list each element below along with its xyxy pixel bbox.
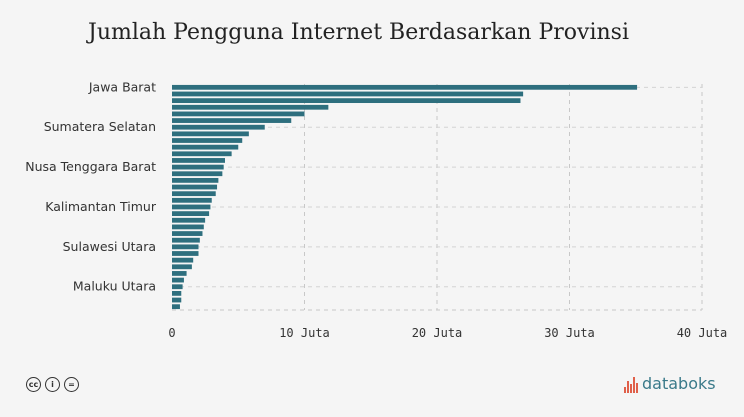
bars xyxy=(172,84,638,310)
x-tick-label: 10 Juta xyxy=(279,326,330,340)
bar[interactable] xyxy=(172,251,199,256)
bar[interactable] xyxy=(172,171,223,177)
brand-name: databoks xyxy=(642,374,716,393)
bar[interactable] xyxy=(172,177,219,183)
bar[interactable] xyxy=(172,111,305,117)
chart-title: Jumlah Pengguna Internet Berdasarkan Pro… xyxy=(88,20,629,45)
y-tick-label: Jawa Barat xyxy=(88,79,156,94)
bar[interactable] xyxy=(172,164,224,170)
bar[interactable] xyxy=(172,224,204,230)
grid-lines xyxy=(172,84,703,311)
x-tick-label: 0 xyxy=(168,326,175,340)
x-tick-label: 40 Juta xyxy=(677,326,728,340)
bar[interactable] xyxy=(172,271,187,276)
bar[interactable] xyxy=(172,131,249,137)
y-axis-labels: Jawa Barat Sumatera Selatan Nusa Tenggara … xyxy=(25,79,157,293)
brand-logo[interactable]: databoks xyxy=(624,374,716,393)
y-tick-label: Kalimantan Timur xyxy=(45,199,157,214)
license-icons: cc i = xyxy=(26,377,79,392)
x-axis-labels: 0 10 Juta 20 Juta 30 Juta 40 Juta xyxy=(168,326,727,340)
nd-icon: = xyxy=(64,377,79,392)
bar[interactable] xyxy=(172,304,180,310)
bar[interactable] xyxy=(172,231,203,236)
bar[interactable] xyxy=(172,237,200,243)
databoks-icon xyxy=(624,375,638,393)
bar[interactable] xyxy=(172,191,216,197)
bar[interactable] xyxy=(172,297,182,303)
bar[interactable] xyxy=(172,118,292,123)
bar[interactable] xyxy=(172,217,206,223)
y-tick-label: Sulawesi Utara xyxy=(63,239,156,254)
bar[interactable] xyxy=(172,98,521,104)
bar[interactable] xyxy=(172,197,212,203)
bar[interactable] xyxy=(172,184,218,190)
bar[interactable] xyxy=(172,91,524,97)
bar[interactable] xyxy=(172,284,183,290)
by-icon: i xyxy=(45,377,60,392)
y-tick-label: Maluku Utara xyxy=(73,279,156,294)
bar[interactable] xyxy=(172,144,239,150)
bar[interactable] xyxy=(172,204,211,210)
y-tick-label: Nusa Tenggara Barat xyxy=(25,159,156,174)
bar[interactable] xyxy=(172,124,265,130)
bar[interactable] xyxy=(172,264,192,270)
bar[interactable] xyxy=(172,158,225,163)
x-tick-label: 30 Juta xyxy=(544,326,595,340)
cc-icon: cc xyxy=(26,377,41,392)
bar[interactable] xyxy=(172,244,199,250)
bar[interactable] xyxy=(172,257,194,263)
bar[interactable] xyxy=(172,211,210,217)
bar[interactable] xyxy=(172,277,184,283)
bar[interactable] xyxy=(172,84,638,90)
x-tick-label: 20 Juta xyxy=(412,326,463,340)
bar[interactable] xyxy=(172,138,243,143)
y-tick-label: Sumatera Selatan xyxy=(44,119,156,134)
bar[interactable] xyxy=(172,104,329,110)
bar[interactable] xyxy=(172,151,232,157)
bar[interactable] xyxy=(172,290,182,296)
